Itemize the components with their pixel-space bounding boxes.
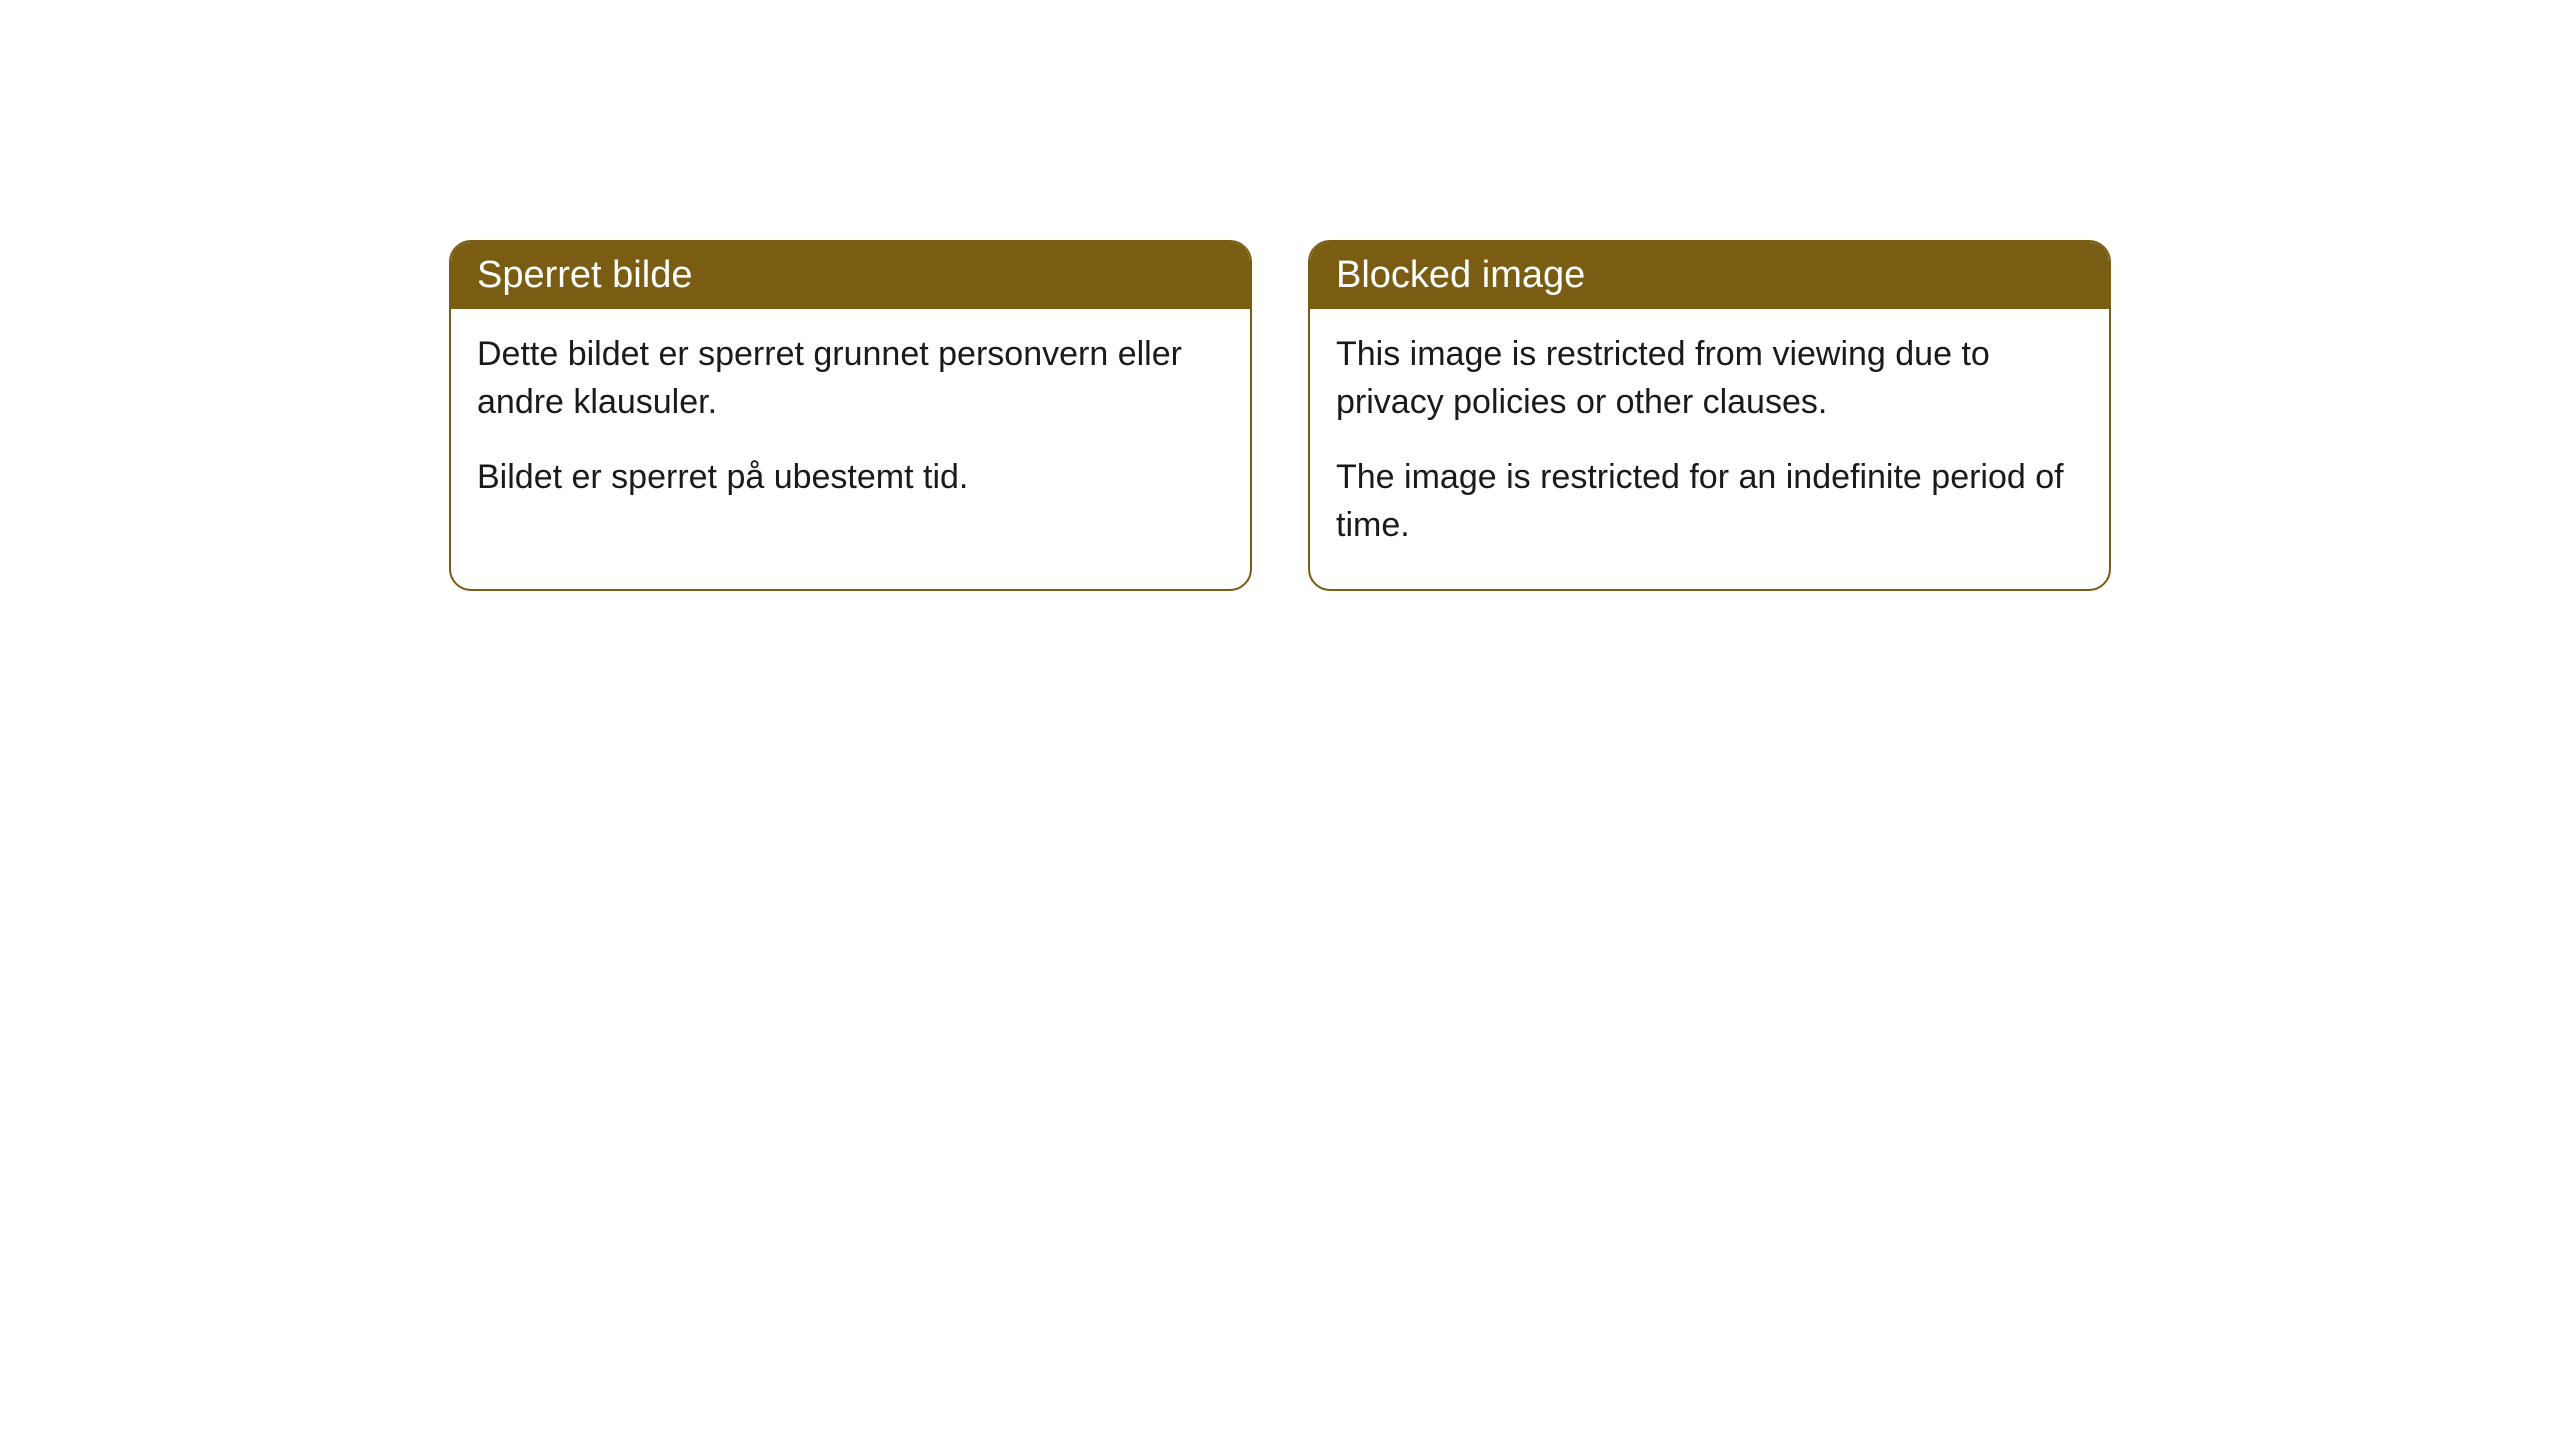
card-title-norwegian: Sperret bilde <box>477 254 692 296</box>
card-title-english: Blocked image <box>1336 254 1585 296</box>
card-body-english: This image is restricted from viewing du… <box>1310 309 2109 589</box>
card-header-english: Blocked image <box>1310 242 2109 309</box>
card-body-norwegian: Dette bildet er sperret grunnet personve… <box>451 309 1250 542</box>
card-paragraph-1-english: This image is restricted from viewing du… <box>1336 331 2083 426</box>
card-paragraph-2-english: The image is restricted for an indefinit… <box>1336 454 2083 549</box>
card-paragraph-2-norwegian: Bildet er sperret på ubestemt tid. <box>477 454 1224 502</box>
notice-cards-container: Sperret bilde Dette bildet er sperret gr… <box>449 240 2111 591</box>
notice-card-norwegian: Sperret bilde Dette bildet er sperret gr… <box>449 240 1252 591</box>
card-header-norwegian: Sperret bilde <box>451 242 1250 309</box>
card-paragraph-1-norwegian: Dette bildet er sperret grunnet personve… <box>477 331 1224 426</box>
notice-card-english: Blocked image This image is restricted f… <box>1308 240 2111 591</box>
